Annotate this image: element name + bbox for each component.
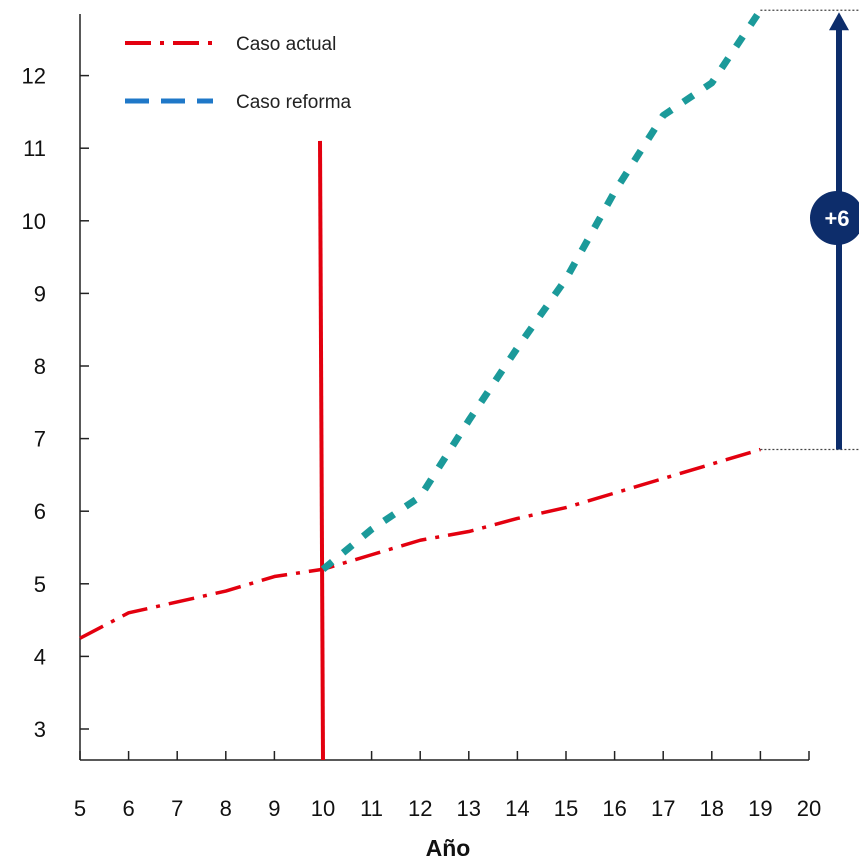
x-tick-label: 20 — [797, 796, 821, 821]
series-line-caso-reforma — [320, 8, 764, 572]
y-tick-label: 7 — [34, 427, 46, 452]
x-tick-label: 16 — [602, 796, 626, 821]
x-tick-label: 10 — [311, 796, 335, 821]
x-tick-label: 11 — [360, 796, 383, 821]
y-tick-label: 3 — [34, 717, 46, 742]
y-tick-label: 10 — [22, 209, 46, 234]
x-tick-label: 5 — [74, 796, 86, 821]
y-tick-label: 4 — [34, 644, 46, 669]
axes: 3 4 5 6 7 8 9 10 11 12 5 6 7 8 9 10 11 12 13 14 15 16 17 18 19 20 — [22, 14, 821, 821]
arrow-up-icon — [829, 12, 849, 31]
x-tick-label: 6 — [122, 796, 134, 821]
x-tick-label: 15 — [554, 796, 578, 821]
difference-badge — [810, 191, 859, 245]
x-tick-label: 17 — [651, 796, 675, 821]
y-tick-label: 11 — [23, 136, 46, 161]
x-tick-label: 12 — [408, 796, 432, 821]
legend-label-caso-actual: Caso actual — [236, 34, 336, 55]
series-line-caso-actual — [79, 447, 761, 640]
y-tick-label: 9 — [34, 281, 46, 306]
x-tick-label: 14 — [505, 796, 529, 821]
x-tick-label: 13 — [457, 796, 481, 821]
vertical-reference-line — [318, 140, 325, 761]
y-tick-label: 8 — [34, 354, 46, 379]
y-tick-label: 6 — [34, 499, 46, 524]
x-tick-label: 7 — [171, 796, 183, 821]
x-axis-title: Año — [426, 835, 471, 861]
x-tick-label: 19 — [748, 796, 772, 821]
y-tick-label: 5 — [34, 572, 46, 597]
x-tick-label: 9 — [268, 796, 280, 821]
y-tick-label: 12 — [22, 64, 46, 89]
legend-label-caso-reforma: Caso reforma — [236, 92, 352, 113]
difference-badge-label: +6 — [824, 206, 849, 231]
x-tick-label: 8 — [220, 796, 232, 821]
chart-legend: Caso actual Caso reforma — [125, 34, 352, 113]
difference-annotation: +6 — [760, 9, 859, 451]
x-tick-label: 18 — [700, 796, 724, 821]
